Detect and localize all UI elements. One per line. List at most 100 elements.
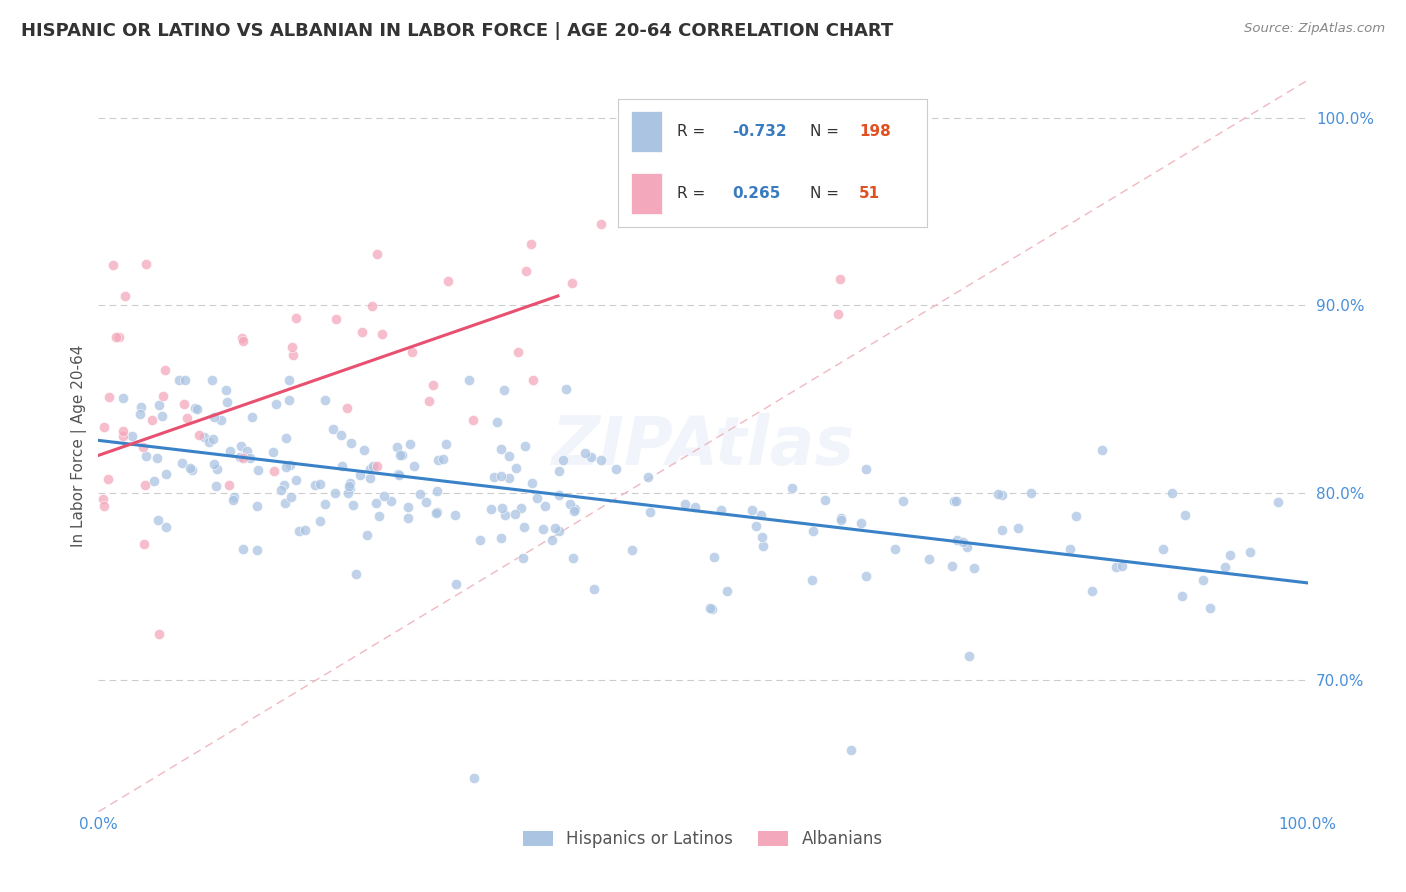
Point	[515, 264, 537, 278]
Point	[1019, 486, 1042, 500]
Point	[304, 478, 326, 492]
Point	[201, 373, 224, 387]
Point	[1198, 601, 1220, 615]
Point	[482, 470, 505, 484]
Point	[941, 558, 963, 573]
Point	[314, 393, 336, 408]
Point	[229, 439, 252, 453]
Point	[264, 397, 287, 411]
Point	[186, 401, 208, 416]
Point	[839, 743, 862, 757]
Point	[218, 477, 240, 491]
Point	[339, 476, 361, 491]
Point	[150, 409, 173, 423]
Point	[520, 237, 543, 252]
Point	[232, 542, 254, 557]
Point	[398, 437, 420, 451]
Point	[141, 413, 163, 427]
Point	[135, 257, 157, 271]
Point	[246, 543, 269, 558]
Point	[1066, 508, 1088, 523]
Point	[541, 533, 564, 548]
Point	[830, 510, 852, 524]
Point	[93, 492, 115, 507]
Point	[591, 217, 613, 231]
Point	[780, 481, 803, 495]
Point	[489, 532, 512, 546]
Point	[522, 373, 544, 387]
Point	[855, 569, 877, 583]
Point	[121, 429, 143, 443]
Point	[108, 330, 131, 344]
Point	[461, 413, 484, 427]
Point	[831, 513, 853, 527]
Point	[503, 507, 526, 521]
Point	[533, 499, 555, 513]
Point	[942, 494, 965, 508]
Point	[274, 431, 297, 445]
Point	[337, 479, 360, 493]
Point	[1059, 541, 1081, 556]
Point	[710, 503, 733, 517]
Point	[371, 326, 394, 341]
Point	[494, 508, 516, 523]
Point	[561, 276, 583, 290]
Point	[481, 502, 503, 516]
Point	[485, 415, 508, 429]
Point	[352, 325, 374, 339]
Point	[396, 511, 419, 525]
Point	[336, 486, 359, 500]
Point	[143, 474, 166, 488]
Point	[582, 582, 605, 597]
Point	[574, 446, 596, 460]
Point	[553, 453, 575, 467]
Point	[280, 490, 302, 504]
Point	[801, 524, 824, 538]
Point	[111, 391, 134, 405]
Point	[489, 469, 512, 483]
Point	[605, 462, 627, 476]
Point	[558, 497, 581, 511]
Point	[146, 513, 169, 527]
Point	[513, 440, 536, 454]
Point	[339, 481, 361, 495]
Point	[498, 471, 520, 485]
Point	[385, 440, 408, 454]
Point	[491, 501, 513, 516]
Point	[353, 442, 375, 457]
Point	[457, 373, 479, 387]
Point	[408, 487, 430, 501]
Point	[167, 373, 190, 387]
Point	[284, 311, 307, 326]
Point	[270, 483, 292, 497]
Point	[544, 521, 567, 535]
Point	[263, 464, 285, 478]
Point	[638, 504, 661, 518]
Point	[217, 395, 239, 409]
Point	[366, 459, 388, 474]
Point	[425, 506, 447, 520]
Point	[751, 530, 773, 544]
Point	[1081, 584, 1104, 599]
Point	[274, 495, 297, 509]
Point	[426, 484, 449, 499]
Point	[342, 498, 364, 512]
Point	[990, 523, 1012, 537]
Point	[262, 445, 284, 459]
Point	[174, 373, 197, 387]
Point	[131, 441, 153, 455]
Point	[202, 432, 225, 446]
Point	[1267, 494, 1289, 508]
Point	[401, 344, 423, 359]
Point	[1171, 589, 1194, 603]
Point	[93, 419, 115, 434]
Point	[387, 467, 409, 482]
Point	[952, 535, 974, 549]
Text: HISPANIC OR LATINO VS ALBANIAN IN LABOR FORCE | AGE 20-64 CORRELATION CHART: HISPANIC OR LATINO VS ALBANIAN IN LABOR …	[21, 22, 893, 40]
Point	[134, 478, 156, 492]
Point	[232, 334, 254, 348]
Point	[112, 425, 135, 439]
Point	[231, 330, 253, 344]
Point	[202, 410, 225, 425]
Point	[418, 393, 440, 408]
